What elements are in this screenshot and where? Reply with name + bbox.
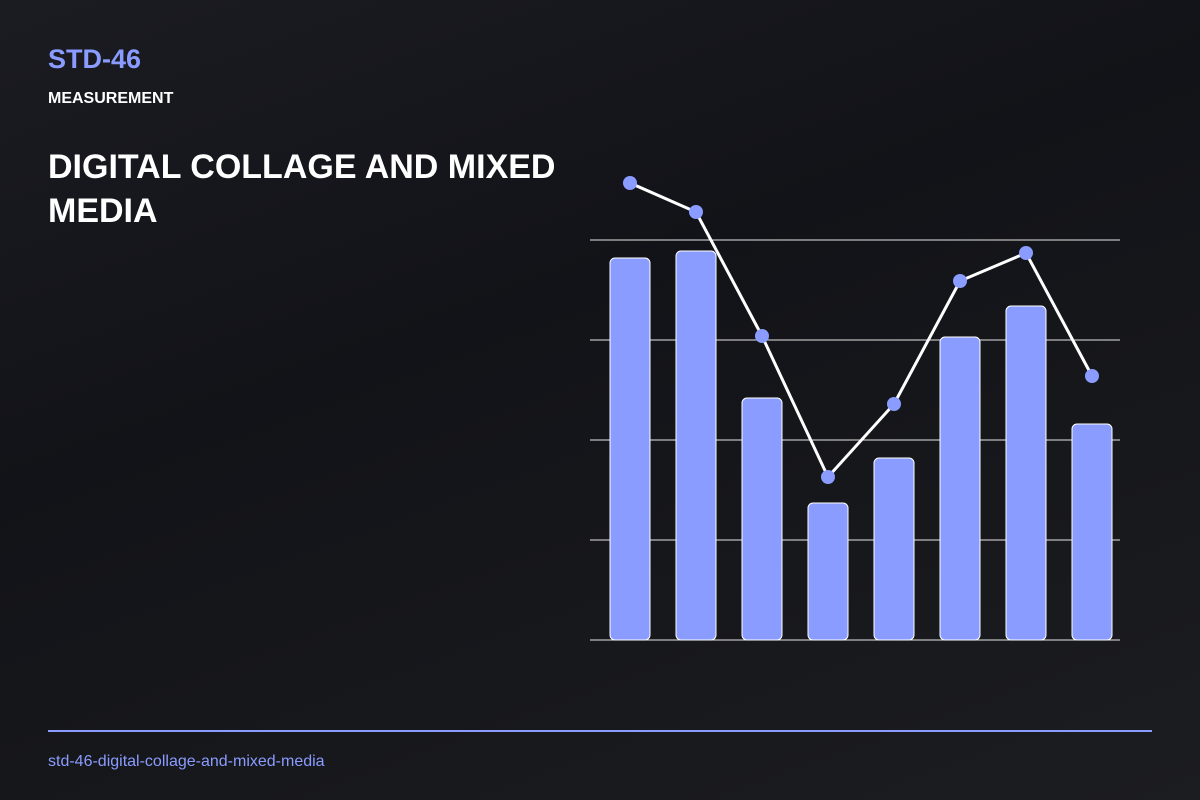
point [821, 470, 835, 484]
line [629, 181, 1094, 480]
point [953, 274, 967, 288]
bar [873, 457, 915, 641]
point [1085, 369, 1099, 383]
chart [590, 176, 1120, 641]
bar [741, 397, 783, 641]
label: MEASUREMENT [48, 90, 174, 107]
bar [609, 257, 651, 641]
divider [48, 730, 1152, 732]
bar [1005, 305, 1047, 641]
point [689, 205, 703, 219]
slug: std-46-digital-collage-and-mixed-media [48, 753, 325, 770]
point [887, 397, 901, 411]
point [623, 176, 637, 190]
point [755, 329, 769, 343]
title: DIGITAL COLLAGE AND MIXED MEDIA [48, 148, 556, 230]
bar [675, 250, 717, 641]
code: STD-46 [48, 44, 142, 74]
bar [807, 502, 849, 641]
bar [1071, 423, 1113, 641]
point [1019, 246, 1033, 260]
bar [939, 336, 981, 641]
